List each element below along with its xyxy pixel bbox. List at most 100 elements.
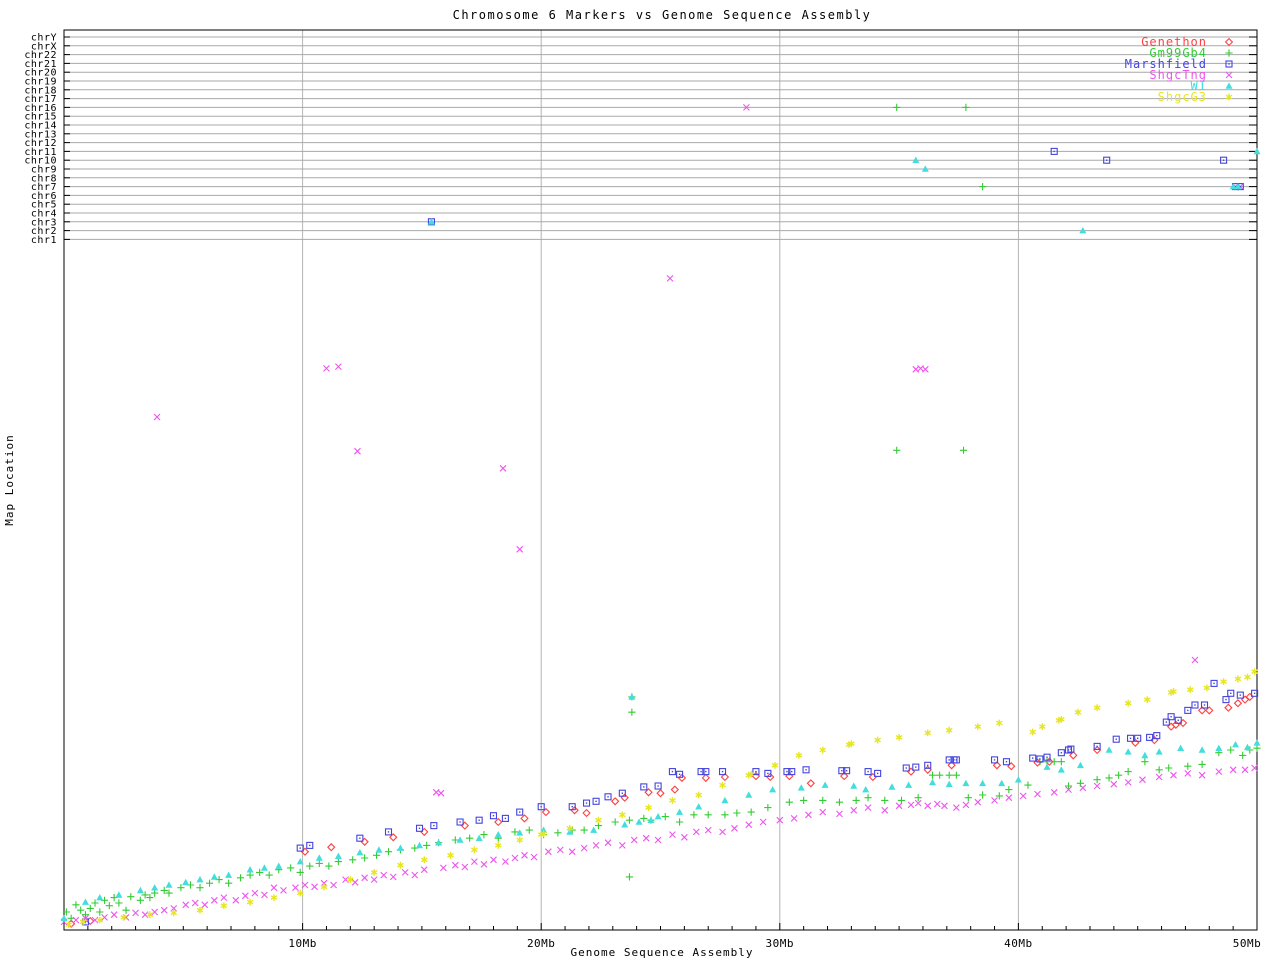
triangle-glyph: [1155, 748, 1163, 755]
plus-glyph: [979, 183, 987, 191]
plus-glyph: [1064, 782, 1073, 790]
x-glyph: [132, 909, 139, 917]
marker-point: [1251, 764, 1258, 772]
triangle-glyph: [165, 881, 173, 888]
x-glyph: [1065, 786, 1072, 793]
marker-point: [516, 829, 524, 836]
square-center-dot: [359, 837, 361, 839]
axis-layer: 10Mb 20Mb 30Mb 40Mb 50Mb: [63, 29, 1261, 950]
square-glyph: [1227, 689, 1235, 697]
chromosome-row-label: chr18: [24, 85, 57, 96]
chromosome-row-label: chr20: [24, 68, 57, 79]
triangle-glyph: [516, 829, 524, 836]
x-glyph: [819, 808, 827, 816]
asterisk-glyph: [220, 902, 228, 910]
marker-point: [1043, 753, 1051, 761]
marker-point: [1131, 738, 1140, 747]
plus-glyph: [81, 911, 90, 919]
plus-glyph: [864, 794, 872, 802]
asterisk-glyph: [447, 851, 454, 859]
triangle-glyph: [296, 858, 304, 865]
marker-point: [360, 837, 369, 846]
plus-glyph: [196, 884, 204, 892]
asterisk-glyph: [346, 876, 354, 883]
plus-glyph: [296, 868, 304, 876]
diamond-glyph: [1069, 751, 1078, 760]
marker-point: [1124, 748, 1132, 755]
marker-point: [1105, 746, 1113, 753]
triangle-glyph: [246, 866, 254, 873]
triangle-glyph: [196, 876, 204, 883]
x-glyph: [251, 889, 259, 897]
marker-point: [325, 862, 333, 870]
marker-point: [232, 896, 240, 904]
chromosome-row-label: chr5: [31, 200, 57, 211]
marker-point: [292, 884, 299, 892]
marker-point: [196, 906, 204, 914]
marker-point: [640, 814, 648, 822]
x-glyph: [580, 844, 588, 852]
marker-point: [959, 446, 968, 454]
marker-point: [210, 873, 218, 880]
marker-point: [1079, 227, 1087, 234]
plus-glyph: [372, 851, 381, 859]
x-glyph: [630, 836, 638, 844]
triangle-glyph: [862, 786, 870, 793]
triangle-glyph: [96, 894, 104, 901]
x-glyph: [776, 816, 784, 824]
marker-point: [952, 804, 960, 811]
plus-glyph: [466, 834, 474, 842]
square-center-dot: [671, 770, 674, 773]
square-glyph: [1064, 746, 1073, 754]
marker-point: [415, 824, 424, 832]
marker-point: [1225, 82, 1233, 89]
x-glyph: [210, 896, 218, 904]
marker-point: [556, 846, 564, 854]
marker-point: [1198, 760, 1206, 768]
square-glyph: [296, 844, 304, 852]
marker-point: [1184, 770, 1192, 777]
plus-glyph: [819, 796, 827, 804]
square-center-dot: [1053, 150, 1055, 153]
marker-point: [628, 693, 636, 700]
x-glyph: [451, 861, 459, 869]
diamond-glyph: [785, 771, 794, 781]
x-glyph: [1093, 782, 1101, 790]
triangle-glyph: [1225, 82, 1233, 89]
square-center-dot: [1137, 737, 1139, 739]
marker-point: [850, 782, 858, 789]
x-glyph: [556, 846, 564, 854]
chromosome-band: chrYchrXchr22chr21chr20chr19chr18chr17ch…: [24, 33, 1257, 246]
marker-point: [451, 861, 459, 869]
marker-point: [907, 801, 915, 809]
chromosome-row-label: chr9: [31, 165, 57, 176]
x-glyph: [490, 856, 497, 864]
square-center-dot: [721, 770, 724, 773]
chromosome-row-label: chr7: [31, 182, 57, 193]
x-glyph: [666, 275, 674, 282]
triangle-glyph: [356, 849, 364, 856]
marker-point: [79, 918, 87, 926]
marker-point: [196, 876, 204, 883]
x-glyph: [680, 833, 688, 841]
chromosome-row-label: chr22: [24, 50, 57, 61]
marker-point: [537, 803, 545, 811]
marker-point: [1139, 776, 1146, 784]
marker-point: [1067, 745, 1075, 753]
plus-glyph: [256, 868, 264, 876]
marker-point: [991, 797, 998, 804]
marker-point: [306, 862, 314, 870]
marker-point: [1093, 782, 1101, 790]
square-center-dot: [459, 821, 461, 823]
marker-point: [1229, 183, 1237, 190]
marker-point: [315, 859, 323, 867]
plus-glyph: [914, 794, 922, 802]
square-center-dot: [1129, 737, 1132, 739]
marker-point: [580, 844, 588, 852]
marker-point: [306, 841, 314, 849]
square-glyph: [618, 789, 626, 797]
plus-glyph: [962, 103, 970, 111]
marker-point: [719, 828, 726, 836]
marker-point: [719, 781, 726, 789]
